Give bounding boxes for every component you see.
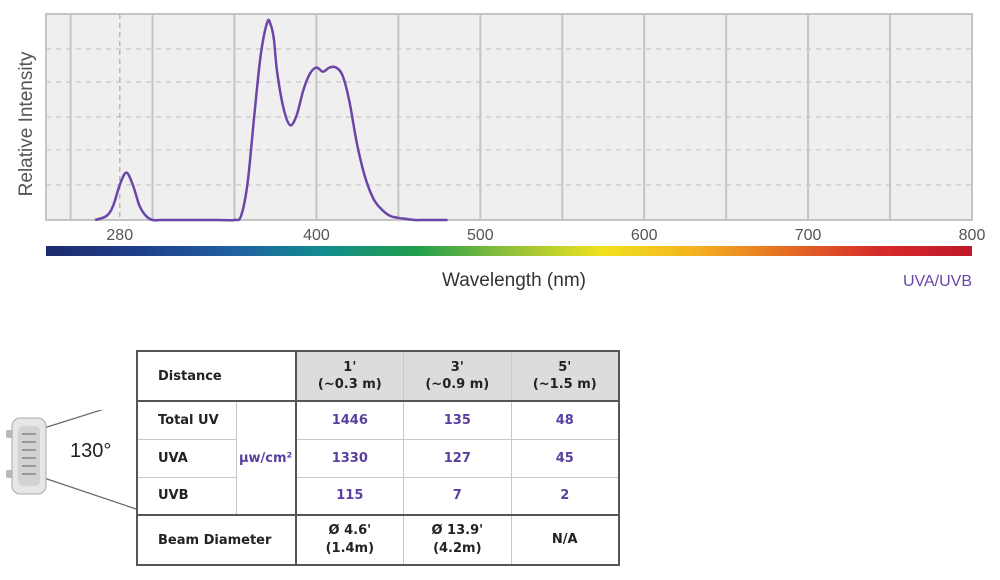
table-row-uvb: UVB 115 7 2 (136, 476, 620, 516)
beam-value-3ft: Ø 13.9' (4.2m) (403, 514, 512, 566)
x-tick-label: 800 (959, 227, 986, 244)
beam-line-top (43, 410, 104, 429)
value-uvb-5ft: 2 (510, 476, 620, 516)
spectrum-chart: 280 400 500 600 700 800 Relative Intensity Wa… (16, 13, 985, 291)
irradiance-table: Distance 1' (~0.3 m) 3' (~0.9 m) 5' (~1.… (136, 350, 620, 566)
beam-angle-label: 130° (70, 440, 112, 462)
beam-value-line2: (1.4m) (325, 541, 375, 556)
value-uvb-1ft: 115 (294, 476, 405, 516)
beam-line-bottom (43, 477, 137, 510)
beam-value-line1: Ø 4.6' (328, 523, 372, 538)
series-line-uva-uvb (94, 18, 448, 222)
column-header-line2: (~0.3 m) (317, 377, 382, 392)
value-total-uv-3ft: 135 (403, 400, 512, 440)
value-total-uv-1ft: 1446 (294, 400, 405, 440)
beam-value-5ft: N/A (510, 514, 620, 566)
row-label-total-uv: Total UV (136, 400, 237, 440)
column-header-line2: (~1.5 m) (532, 377, 597, 392)
horizontal-gridlines (46, 48, 972, 186)
beam-value-line1: N/A (551, 532, 578, 547)
table-row-total-uv: Total UV µw/cm² 1446 135 48 (136, 400, 620, 516)
value-uva-1ft: 1330 (294, 438, 405, 478)
row-label-uvb: UVB (136, 476, 237, 516)
x-tick-label: 600 (631, 227, 658, 244)
unit-cell: µw/cm² (235, 400, 297, 516)
x-tick-label: 400 (303, 227, 330, 244)
x-tick-label: 280 (106, 227, 133, 244)
column-header-line1: 1' (343, 360, 357, 375)
value-uva-3ft: 127 (403, 438, 512, 478)
table-row-beam-diameter: Beam Diameter Ø 4.6' (1.4m) Ø 13.9' (4.2… (136, 514, 620, 566)
value-uvb-3ft: 7 (403, 476, 512, 516)
column-header-3ft: 3' (~0.9 m) (403, 350, 512, 402)
distance-header: Distance (136, 350, 297, 402)
row-label-beam-diameter: Beam Diameter (136, 514, 297, 566)
beam-value-1ft: Ø 4.6' (1.4m) (294, 514, 405, 566)
legend-label: UVA/UVB (903, 273, 972, 290)
x-tick-label: 500 (467, 227, 494, 244)
y-axis-label: Relative Intensity (16, 51, 37, 196)
wavelength-color-bar (46, 246, 972, 256)
value-total-uv-5ft: 48 (510, 400, 620, 440)
column-header-line1: 5' (558, 360, 572, 375)
x-tick-label: 700 (795, 227, 822, 244)
column-header-line1: 3' (450, 360, 464, 375)
value-uva-5ft: 45 (510, 438, 620, 478)
row-label-uva: UVA (136, 438, 237, 478)
column-header-1ft: 1' (~0.3 m) (294, 350, 405, 402)
beam-value-line1: Ø 13.9' (431, 523, 484, 538)
light-fixture-diagram (6, 410, 137, 510)
x-tick-labels: 280 400 500 600 700 800 (106, 227, 985, 244)
table-row-uva: UVA 1330 127 45 (136, 438, 620, 478)
x-axis-label: Wavelength (nm) (442, 270, 586, 291)
fixture-icon (6, 417, 47, 495)
beam-value-line2: (4.2m) (433, 541, 482, 556)
table-header-row: Distance 1' (~0.3 m) 3' (~0.9 m) 5' (~1.… (136, 350, 620, 402)
column-header-line2: (~0.9 m) (425, 377, 490, 392)
column-header-5ft: 5' (~1.5 m) (510, 350, 620, 402)
